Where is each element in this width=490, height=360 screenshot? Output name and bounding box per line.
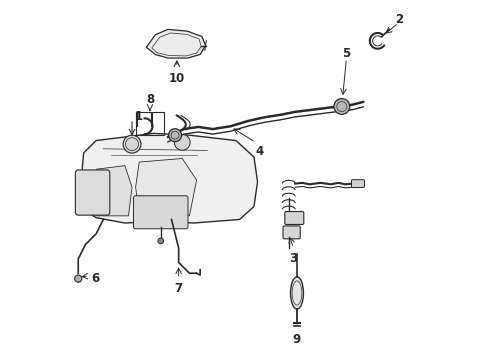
Text: 2: 2 <box>395 13 403 26</box>
Circle shape <box>334 99 350 114</box>
FancyBboxPatch shape <box>133 196 188 229</box>
Polygon shape <box>93 166 132 216</box>
Circle shape <box>158 238 164 244</box>
Polygon shape <box>82 134 258 223</box>
Polygon shape <box>147 30 205 58</box>
Ellipse shape <box>291 277 303 309</box>
Text: 4: 4 <box>255 145 264 158</box>
FancyBboxPatch shape <box>75 170 110 215</box>
FancyBboxPatch shape <box>283 226 300 239</box>
Text: 1: 1 <box>135 110 143 123</box>
Circle shape <box>123 135 141 153</box>
Text: 5: 5 <box>343 46 351 60</box>
Text: 10: 10 <box>169 72 185 85</box>
Circle shape <box>74 275 82 282</box>
Text: 7: 7 <box>174 282 183 295</box>
Text: 3: 3 <box>290 252 297 265</box>
FancyBboxPatch shape <box>351 180 365 188</box>
Polygon shape <box>136 158 196 216</box>
Circle shape <box>169 129 181 141</box>
Text: 8: 8 <box>146 94 154 107</box>
FancyBboxPatch shape <box>285 212 304 225</box>
Text: 9: 9 <box>293 333 301 346</box>
Text: 6: 6 <box>91 272 99 285</box>
Circle shape <box>174 134 190 150</box>
